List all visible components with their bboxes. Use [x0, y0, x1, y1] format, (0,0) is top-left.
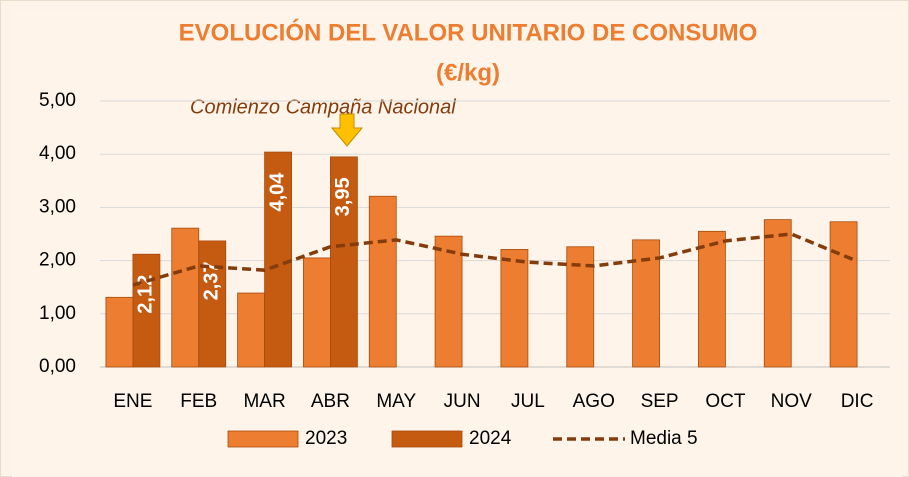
legend-swatch [391, 430, 463, 448]
bar [132, 253, 161, 368]
chart-title: (€/kg) [436, 59, 500, 86]
bar [368, 195, 397, 368]
chart-title: EVOLUCIÓN DEL VALOR UNITARIO DE CONSUMO [179, 18, 758, 46]
bar [330, 156, 358, 368]
x-tick-label: FEB [180, 391, 217, 412]
x-tick-label: OCT [705, 391, 746, 412]
bar [698, 230, 726, 368]
bar [434, 235, 463, 368]
data-label: 2,37 [201, 261, 223, 300]
data-label: 4,04 [266, 172, 288, 212]
legend-label: 2024 [469, 428, 512, 449]
bar [237, 292, 265, 368]
legend-swatch [227, 430, 299, 448]
x-tick-label: MAY [376, 391, 416, 412]
bar [763, 219, 792, 368]
bar [105, 296, 134, 368]
x-tick-label: JUN [444, 391, 481, 412]
y-tick-label: 4,00 [39, 143, 76, 164]
x-tick-label: AGO [573, 391, 615, 412]
legend-label: Media 5 [630, 428, 698, 449]
x-tick-label: ABR [311, 391, 350, 412]
x-tick-label: NOV [771, 391, 813, 412]
y-tick-label: 3,00 [39, 196, 76, 217]
bar [171, 227, 200, 368]
bar [829, 221, 858, 368]
arrow [330, 113, 364, 147]
bar [500, 249, 529, 368]
x-tick-label: DIC [841, 391, 874, 412]
bar [303, 257, 331, 368]
x-tick-label: SEP [641, 391, 679, 412]
y-tick-label: 0,00 [39, 356, 76, 377]
y-tick-label: 5,00 [39, 90, 76, 111]
line [132, 232, 858, 287]
x-tick-label: JUL [511, 391, 545, 412]
legend-label: 2023 [305, 428, 347, 449]
annotation: Comienzo Campaña Nacional [190, 96, 456, 118]
x-tick-label: ENE [113, 391, 152, 412]
data-label: 3,95 [332, 177, 354, 216]
y-tick-label: 1,00 [39, 303, 76, 324]
y-tick-label: 2,00 [39, 250, 76, 271]
x-tick-label: MAR [243, 391, 285, 412]
bar [198, 240, 227, 368]
bar [264, 151, 292, 368]
